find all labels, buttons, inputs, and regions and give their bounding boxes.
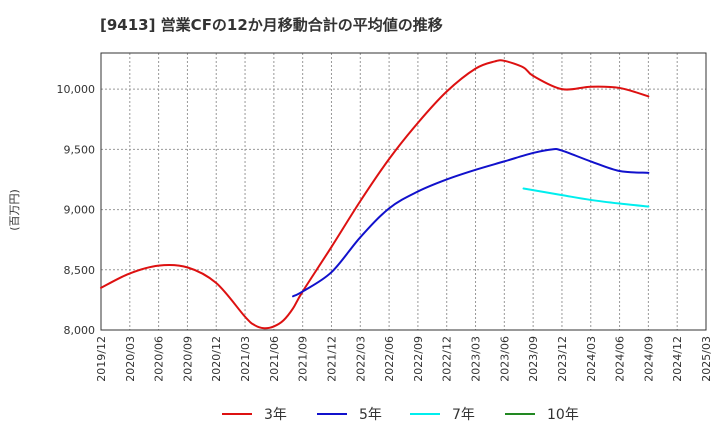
x-tick-label: 2023/03	[470, 336, 483, 382]
x-tick-label: 2025/03	[700, 336, 713, 382]
chart-title: [9413] 営業CFの12か月移動合計の平均値の推移	[100, 16, 443, 34]
x-tick-label: 2022/09	[412, 336, 425, 382]
legend-label-2: 5年	[359, 407, 382, 423]
x-tick-label: 2024/12	[671, 336, 684, 382]
x-tick-label: 2022/12	[441, 336, 454, 382]
y-tick-label: 10,000	[57, 83, 96, 96]
series-lines	[100, 59, 650, 330]
legend-label-4: 10年	[547, 407, 579, 423]
x-tick-label: 2024/06	[614, 336, 627, 382]
x-tick-label: 2022/06	[383, 336, 396, 382]
x-tick-label: 2024/03	[585, 336, 598, 382]
x-tick-label: 2024/09	[642, 336, 655, 382]
y-tick-label: 8,000	[64, 324, 96, 337]
x-tick-label: 2023/06	[498, 336, 511, 382]
y-ticks: 8,000 8,500 9,000 9,500 10,000	[57, 83, 96, 337]
x-tick-label: 2022/03	[354, 336, 367, 382]
y-tick-label: 8,500	[64, 264, 96, 277]
legend-label-1: 3年	[264, 407, 287, 423]
x-tick-label: 2021/03	[239, 336, 252, 382]
x-tick-label: 2020/09	[181, 336, 194, 382]
y-tick-label: 9,500	[64, 143, 96, 156]
x-tick-label: 2020/12	[210, 336, 223, 382]
series-line-2	[292, 148, 650, 298]
x-tick-label: 2023/09	[527, 336, 540, 382]
x-tick-label: 2020/03	[124, 336, 137, 382]
y-tick-label: 9,000	[64, 204, 96, 217]
series-line-3	[522, 187, 650, 208]
series-line-1	[100, 59, 650, 330]
legend: 3年 5年 7年 10年	[222, 407, 579, 423]
x-tick-label: 2021/09	[297, 336, 310, 382]
x-tick-label: 2019/12	[95, 336, 108, 382]
y-axis-label: (百万円)	[8, 189, 21, 231]
x-tick-label: 2021/12	[325, 336, 338, 382]
x-ticks: 2019/12 2020/03 2020/06 2020/09 2020/12 2021/…	[95, 336, 713, 382]
x-tick-label: 2021/06	[268, 336, 281, 382]
plot-frame	[100, 52, 707, 331]
x-tick-label: 2023/12	[556, 336, 569, 382]
grid	[100, 53, 707, 331]
legend-label-3: 7年	[452, 407, 475, 423]
x-tick-label: 2020/06	[153, 336, 166, 382]
